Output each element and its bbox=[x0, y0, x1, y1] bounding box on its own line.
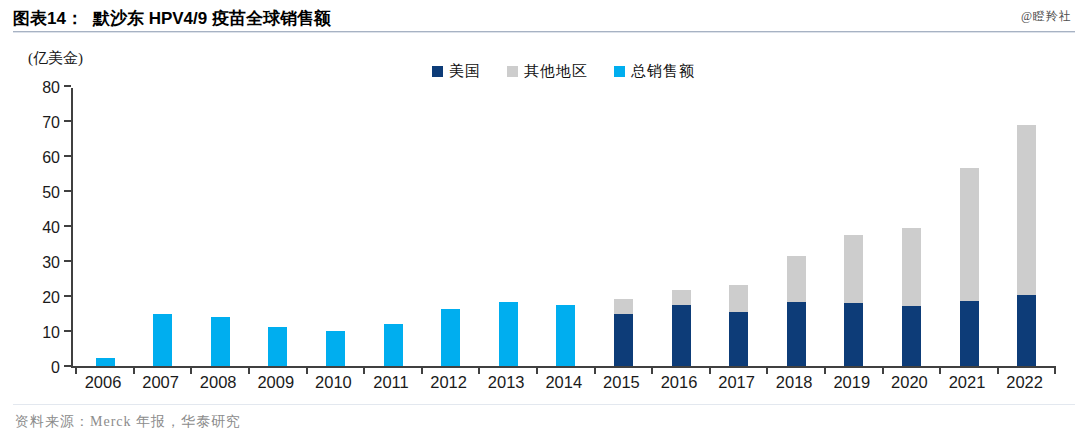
bar-segment-2021 bbox=[960, 168, 979, 301]
x-axis-label: 2014 bbox=[532, 373, 596, 392]
y-tick-mark bbox=[64, 295, 71, 297]
legend-item: 其他地区 bbox=[507, 62, 588, 81]
plot-area bbox=[71, 88, 1056, 368]
x-axis: 2006200720082009201020112012201320142015… bbox=[71, 373, 1056, 395]
bar-segment-2016 bbox=[672, 305, 691, 366]
bar-segment-2013 bbox=[499, 302, 518, 366]
bar-segment-2020 bbox=[902, 306, 921, 366]
bar-segment-2020 bbox=[902, 228, 921, 306]
bar-segment-2022 bbox=[1017, 125, 1036, 295]
watermark: @瞪羚社 bbox=[1021, 8, 1072, 25]
bar-segment-2015 bbox=[614, 314, 633, 367]
bar-segment-2019 bbox=[844, 303, 863, 366]
legend-swatch-icon bbox=[507, 66, 518, 77]
x-axis-label: 2020 bbox=[877, 373, 941, 392]
bar-segment-2014 bbox=[556, 305, 575, 366]
y-tick-mark bbox=[64, 190, 71, 192]
title-underline bbox=[13, 31, 1075, 33]
bar-segment-2018 bbox=[787, 256, 806, 302]
chart-legend: 美国 其他地区 总销售额 bbox=[71, 62, 1056, 80]
chart-number: 图表14： bbox=[13, 9, 83, 28]
y-axis: 01020304050607080 bbox=[0, 88, 60, 368]
bar-segment-2006 bbox=[96, 358, 115, 366]
bar-segment-2017 bbox=[729, 312, 748, 366]
bar-segment-2021 bbox=[960, 301, 979, 366]
bar-segment-2019 bbox=[844, 235, 863, 303]
bar-segment-2022 bbox=[1017, 295, 1036, 366]
y-tick-mark bbox=[64, 85, 71, 87]
chart-header: 图表14： 默沙东 HPV4/9 疫苗全球销售额 bbox=[13, 7, 1067, 29]
legend-item: 美国 bbox=[432, 62, 481, 81]
x-axis-label: 2012 bbox=[417, 373, 481, 392]
x-axis-label: 2015 bbox=[589, 373, 653, 392]
bar-segment-2008 bbox=[211, 317, 230, 366]
y-tick-label: 0 bbox=[0, 359, 60, 377]
x-axis-label: 2017 bbox=[705, 373, 769, 392]
x-axis-label: 2007 bbox=[129, 373, 193, 392]
bar-segment-2011 bbox=[384, 324, 403, 366]
x-axis-label: 2011 bbox=[359, 373, 423, 392]
bar-segment-2010 bbox=[326, 331, 345, 366]
bar-segment-2007 bbox=[153, 314, 172, 366]
y-tick-mark bbox=[64, 365, 71, 367]
y-tick-label: 50 bbox=[0, 184, 60, 202]
legend-label: 总销售额 bbox=[631, 62, 695, 81]
x-axis-label: 2019 bbox=[820, 373, 884, 392]
y-tick-mark bbox=[64, 225, 71, 227]
y-tick-label: 70 bbox=[0, 114, 60, 132]
y-tick-label: 30 bbox=[0, 254, 60, 272]
y-tick-mark bbox=[64, 260, 71, 262]
bar-segment-2015 bbox=[614, 299, 633, 313]
bar-segment-2016 bbox=[672, 290, 691, 305]
x-axis-label: 2022 bbox=[993, 373, 1057, 392]
bar-segment-2018 bbox=[787, 302, 806, 366]
x-axis-label: 2018 bbox=[762, 373, 826, 392]
x-axis-label: 2009 bbox=[244, 373, 308, 392]
x-axis-label: 2010 bbox=[301, 373, 365, 392]
report-chart-page: 图表14：默沙东 HPV4/9 疫苗全球销售额 @瞪羚社 (亿美金) 美国其他地… bbox=[0, 0, 1080, 445]
x-axis-label: 2016 bbox=[647, 373, 711, 392]
source-note: 资料来源：Merck 年报，华泰研究 bbox=[15, 413, 241, 431]
y-tick-mark bbox=[64, 120, 71, 122]
legend-swatch-icon bbox=[614, 66, 625, 77]
legend-item: 总销售额 bbox=[614, 62, 695, 81]
footer-divider bbox=[13, 404, 1075, 405]
legend-label: 其他地区 bbox=[524, 62, 588, 81]
y-tick-label: 60 bbox=[0, 149, 60, 167]
x-axis-label: 2006 bbox=[71, 373, 135, 392]
y-tick-label: 20 bbox=[0, 289, 60, 307]
bar-segment-2017 bbox=[729, 285, 748, 312]
x-axis-label: 2013 bbox=[474, 373, 538, 392]
y-tick-label: 80 bbox=[0, 79, 60, 97]
y-tick-mark bbox=[64, 155, 71, 157]
x-axis-label: 2008 bbox=[186, 373, 250, 392]
legend-label: 美国 bbox=[449, 62, 481, 81]
y-tick-label: 10 bbox=[0, 324, 60, 342]
bar-segment-2012 bbox=[441, 309, 460, 366]
bar-segment-2009 bbox=[268, 327, 287, 366]
x-axis-label: 2021 bbox=[935, 373, 999, 392]
legend-swatch-icon bbox=[432, 66, 443, 77]
y-tick-mark bbox=[64, 330, 71, 332]
y-tick-label: 40 bbox=[0, 219, 60, 237]
chart-title: 默沙东 HPV4/9 疫苗全球销售额 bbox=[93, 9, 331, 28]
